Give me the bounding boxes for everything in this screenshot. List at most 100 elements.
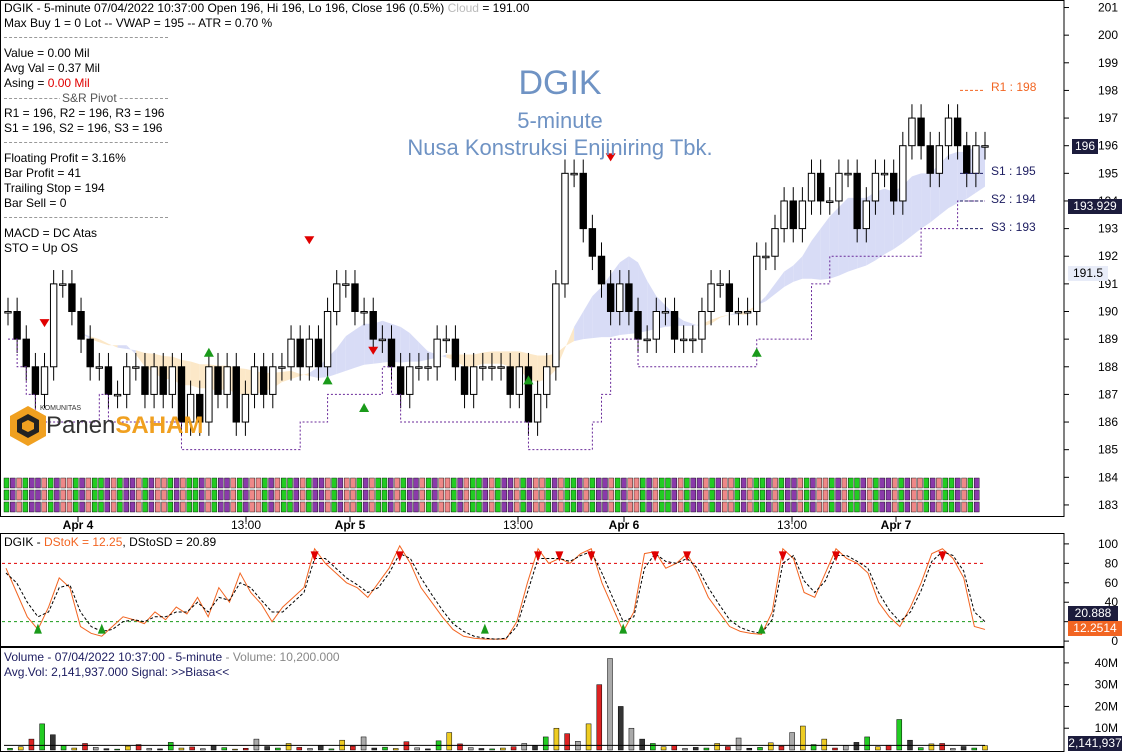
strip-cell (885, 477, 892, 489)
strip-cell (917, 501, 923, 513)
volume-bar (178, 747, 185, 751)
strip-cell (22, 489, 29, 501)
stoch-buy-arrow-icon (757, 623, 766, 634)
stok-line (5, 544, 986, 640)
strip-cell (318, 477, 325, 489)
strip-cell (344, 501, 350, 513)
cloud-segment (409, 332, 419, 362)
candle-body (287, 338, 295, 368)
strip-cell (444, 477, 451, 489)
strip-cell (312, 489, 318, 501)
strip-cell (848, 477, 854, 489)
volume-bar (157, 748, 163, 751)
volume-bar (767, 742, 774, 751)
strip-cell (217, 489, 224, 501)
strip-cell (98, 501, 104, 513)
strip-cell (488, 489, 495, 501)
strip-cell (722, 489, 728, 501)
candle-body (488, 366, 496, 369)
candle-body (634, 311, 642, 340)
candle-body (981, 145, 989, 148)
strip-cell (696, 489, 703, 501)
candle-body (963, 145, 971, 174)
candle-body (95, 366, 104, 369)
strip-cell (400, 477, 407, 489)
strip-cell (3, 489, 10, 501)
candle-body (369, 311, 377, 340)
strip-cell (583, 501, 589, 513)
candle-body (889, 172, 898, 202)
strip-cell (470, 477, 476, 489)
strip-cell (3, 477, 10, 489)
cloud-segment (281, 370, 292, 383)
strip-cell (73, 489, 79, 501)
logo-small-text: KOMUNITAS (40, 405, 82, 412)
strip-cell (728, 477, 734, 489)
candle-body (880, 172, 889, 176)
level-r1: R1 : 198 (991, 80, 1037, 94)
strip-cell (608, 489, 614, 501)
candle-body (333, 283, 341, 313)
sto-text: STO = Up OS (4, 241, 79, 255)
candle-body (588, 228, 597, 257)
strip-cell (186, 477, 192, 489)
candle-body (579, 172, 587, 230)
strip-cell (652, 489, 659, 501)
strip-cell (104, 477, 111, 489)
strip-cell (236, 489, 243, 501)
strip-cell (671, 477, 677, 489)
main-panel-frame (0, 0, 1065, 517)
strip-cell (293, 501, 299, 513)
strip-cell (482, 477, 488, 489)
candle-body (807, 172, 816, 202)
badge-dstosd: 20.888 (1068, 606, 1118, 621)
strip-cell (520, 501, 526, 513)
trailing-stop-text: Trailing Stop = 194 (4, 181, 105, 195)
strip-cell (879, 501, 885, 513)
strip-cell (772, 501, 778, 513)
time-tick-label: 13:00 (503, 518, 533, 532)
strip-cell (810, 501, 816, 513)
cloud-segment (619, 256, 629, 336)
strip-cell (432, 489, 438, 501)
strip-cell (558, 489, 564, 501)
volume-bar (628, 727, 635, 751)
strip-cell (665, 477, 671, 489)
strip-cell (614, 477, 621, 489)
strip-cell (463, 477, 470, 489)
asing-label: Asing = (4, 76, 48, 90)
strip-cell (936, 501, 942, 513)
strip-cell (640, 489, 646, 501)
asing-value: 0.00 Mil (47, 76, 90, 90)
avgval-text: Avg Val = 0.37 Mil (4, 61, 100, 75)
strip-cell (66, 489, 73, 501)
strip-cell (696, 477, 703, 489)
cloud-segment (336, 336, 346, 374)
strip-cell (85, 501, 92, 513)
cloud-segment (838, 197, 849, 276)
strip-cell (438, 477, 444, 489)
strip-cell (533, 489, 539, 501)
candle-body (816, 172, 825, 202)
time-tick-label: 13:00 (231, 518, 261, 532)
volume-bar (350, 745, 356, 751)
price-tick-label: 184 (1098, 470, 1118, 484)
strip-cell (501, 489, 507, 501)
candle-body (506, 366, 514, 395)
candle-body (597, 255, 606, 285)
asing-text: Asing = 0.00 Mil (4, 76, 90, 91)
candle-body (533, 393, 542, 423)
strip-cell (476, 477, 482, 489)
strip-cell (551, 501, 558, 513)
candle-body (853, 172, 861, 230)
strip-cell (583, 477, 589, 489)
bar-sell-text: Bar Sell = 0 (4, 196, 67, 210)
strip-cell (766, 501, 772, 513)
pivot-levels (960, 89, 985, 230)
strip-cell (438, 489, 444, 501)
strip-cell (558, 477, 564, 489)
strip-cell (759, 489, 766, 501)
cloud-segment (501, 351, 511, 367)
strip-cell (520, 489, 526, 501)
